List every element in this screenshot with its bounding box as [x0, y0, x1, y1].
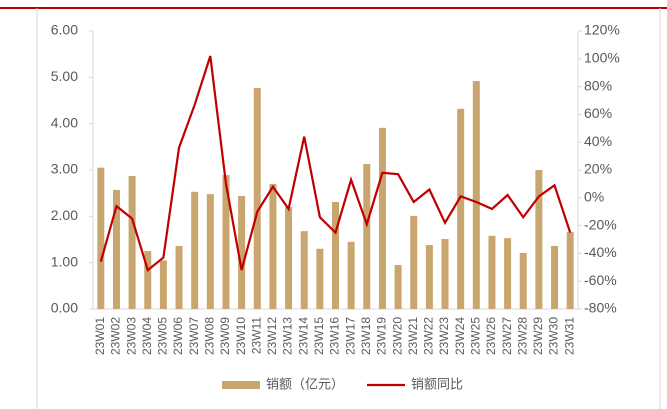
bar [253, 87, 261, 310]
y-tick-label: 0.00 [51, 300, 78, 316]
bar [112, 189, 120, 309]
bar [269, 183, 277, 309]
x-tick-label: 23W30 [547, 317, 561, 355]
y-tick-label: 3.00 [51, 161, 78, 177]
x-tick-label: 23W23 [437, 317, 451, 355]
x-tick-label: 23W26 [484, 317, 498, 355]
bar [394, 264, 402, 309]
x-tick-label: 23W16 [328, 317, 342, 355]
y2-tick-label: -80% [584, 300, 617, 316]
bar [488, 235, 496, 309]
x-tick-label: 23W15 [312, 317, 326, 355]
x-tick-label: 23W03 [124, 317, 138, 355]
y2-tick-label: 120% [584, 22, 620, 38]
bar [347, 241, 355, 309]
bar [300, 231, 308, 309]
bar [97, 167, 105, 309]
bar [222, 175, 230, 309]
x-tick-label: 23W04 [140, 317, 154, 355]
y2-tick-label: -40% [584, 244, 617, 260]
bar [332, 201, 339, 309]
x-tick-label: 23W07 [187, 317, 201, 355]
x-tick-label: 23W01 [93, 317, 107, 355]
x-tick-label: 23W29 [531, 317, 545, 355]
x-tick-label: 23W17 [343, 317, 357, 355]
bar [457, 108, 465, 309]
bar [410, 215, 418, 309]
x-tick-label: 23W12 [265, 317, 279, 355]
x-tick-label: 23W31 [562, 317, 576, 355]
bar [425, 245, 433, 309]
bar [441, 239, 449, 309]
x-tick-label: 23W08 [203, 317, 217, 355]
x-tick-label: 23W20 [390, 317, 404, 355]
x-tick-label: 23W28 [515, 317, 529, 355]
x-tick-label: 23W10 [234, 317, 248, 355]
y2-tick-label: 100% [584, 50, 620, 66]
x-tick-label: 23W11 [249, 317, 263, 354]
x-tick-label: 23W18 [359, 317, 373, 355]
bar [566, 232, 574, 309]
y2-tick-label: -60% [584, 272, 617, 288]
line-series [99, 55, 572, 272]
y2-tick-label: -20% [584, 216, 617, 232]
bar [159, 260, 167, 309]
x-tick-label: 23W14 [296, 317, 310, 355]
x-tick-label: 23W21 [406, 317, 420, 355]
bar [363, 163, 371, 309]
bar [519, 252, 527, 309]
bar [144, 251, 152, 309]
x-tick-label: 23W19 [375, 317, 389, 355]
bar [206, 194, 214, 309]
bar [191, 191, 199, 309]
x-tick-label: 23W24 [453, 317, 467, 355]
y2-tick-label: 0% [584, 189, 604, 205]
x-tick-label: 23W13 [281, 317, 295, 355]
y-tick-label: 1.00 [51, 253, 78, 269]
bar [378, 127, 386, 309]
legend-label: 销额同比 [411, 376, 463, 391]
y2-tick-label: 20% [584, 161, 612, 177]
y-tick-label: 6.00 [51, 22, 78, 38]
bar [175, 245, 183, 309]
bar [551, 245, 559, 309]
y-tick-label: 2.00 [51, 207, 78, 223]
x-tick-label: 23W25 [468, 317, 482, 355]
x-tick-label: 23W06 [171, 317, 185, 355]
bar [504, 238, 512, 309]
legend-label: 销额（亿元） [266, 376, 344, 391]
y-tick-label: 4.00 [51, 114, 78, 130]
bar [238, 195, 246, 309]
bar [285, 207, 293, 309]
x-tick-label: 23W02 [109, 317, 123, 355]
legend-swatch [222, 381, 260, 389]
x-tick-label: 23W22 [422, 317, 436, 355]
bar [472, 81, 480, 309]
y2-tick-label: 60% [584, 105, 612, 121]
bar [535, 170, 543, 309]
y2-tick-label: 40% [584, 133, 612, 149]
x-tick-label: 23W09 [218, 317, 232, 355]
y-tick-label: 5.00 [51, 68, 78, 84]
bar [128, 176, 136, 309]
y2-tick-label: 80% [584, 77, 612, 93]
bar [316, 248, 324, 309]
x-tick-label: 23W27 [500, 317, 514, 355]
x-tick-label: 23W05 [156, 317, 170, 355]
